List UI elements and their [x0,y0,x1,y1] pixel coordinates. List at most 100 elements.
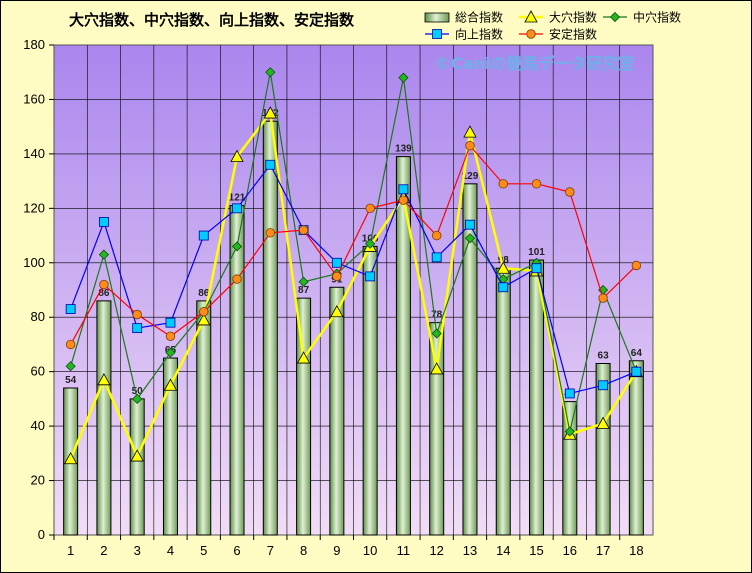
bar [362,245,378,536]
circle-marker [65,339,76,350]
triangle-marker [296,351,311,364]
square-marker [65,304,76,314]
x-tick-label: 16 [563,543,577,558]
bar-data-label: 86 [198,288,210,299]
bar [429,322,445,536]
bar-data-label: 54 [65,375,77,386]
diamond-marker [65,361,76,372]
diamond-marker [431,328,442,339]
bar-data-label: 121 [229,193,246,204]
square-marker [631,366,642,377]
circle-marker [465,141,475,151]
square-marker [365,271,376,282]
triangle-marker [430,362,444,375]
diamond-marker [365,238,376,249]
circle-marker [631,260,642,271]
bar [628,360,644,536]
legend-label: 向上指数 [455,27,503,42]
bar-data-label: 86 [98,288,110,299]
legend-item: 安定指数 [519,27,597,42]
square-marker [331,257,342,268]
triangle-marker [197,313,211,326]
x-tick-label: 11 [397,543,411,558]
square-marker [165,317,176,328]
square-marker [598,380,608,391]
bar [329,286,345,536]
x-tick-label: 12 [429,543,443,558]
bar-data-label: 129 [462,171,479,182]
y-tick-label: 160 [23,91,45,106]
bar-data-label: 87 [298,285,310,296]
bar [495,267,511,536]
circle-marker [298,225,309,235]
triangle-marker [230,149,244,163]
bar-data-label: 78 [431,310,443,321]
square-marker [431,252,442,263]
x-tick-label: 3 [134,543,141,558]
triangle-marker [163,378,178,391]
circle-marker [132,309,142,320]
bar [595,363,611,536]
legend-item: 中穴指数 [603,10,681,25]
square-marker [465,219,475,230]
y-tick-label: 80 [31,309,45,324]
square-marker [432,29,442,39]
square-marker [498,282,509,293]
bar [196,300,212,536]
circle-marker [431,230,442,241]
x-tick-label: 10 [363,543,377,558]
diamond-marker [98,249,109,260]
bar-data-label: 64 [631,348,643,359]
circle-marker [398,195,409,205]
x-tick-label: 4 [167,543,174,558]
x-axis: 1 2 3 4 5 6 7 8 9 10 11 12 13 14 15 16 17 18 [53,535,644,558]
legend-label: 中穴指数 [633,10,681,25]
triangle-marker [463,125,477,138]
triangle-marker [596,416,610,429]
bar [462,183,478,536]
y-tick-label: 120 [23,200,45,215]
diamond-marker [398,72,409,83]
diamond-marker [231,241,243,252]
circle-marker [498,179,508,189]
circle-marker [332,271,342,282]
watermark: ©Caniの競馬データ研究室 [435,54,634,73]
series-line [70,144,637,345]
x-tick-label: 6 [233,543,240,558]
square-marker [265,159,276,170]
square-marker [132,323,143,334]
y-axis: 0 20 40 60 80 100 120 140 160 180 [23,37,54,542]
gridlines [54,45,653,535]
bar [162,357,178,536]
diamond-marker [564,426,575,437]
y-tick-label: 20 [31,473,45,488]
bar [129,398,145,536]
square-marker [398,184,409,195]
series-line [69,109,638,460]
x-tick-label: 1 [67,543,74,558]
square-marker [531,263,542,274]
circle-marker [598,293,608,303]
x-tick-label: 9 [333,543,340,558]
circle-marker [531,179,542,189]
diamond-marker [165,347,176,358]
triangle-marker [63,451,78,465]
x-tick-label: 7 [267,543,274,558]
y-tick-label: 0 [38,527,45,542]
square-marker [564,388,575,399]
bar-data-label: 98 [498,255,510,266]
bar [562,401,578,536]
legend-label: 大穴指数 [549,10,597,25]
x-tick-label: 5 [200,543,207,558]
series-lines [63,67,644,465]
legend-label: 安定指数 [549,27,597,42]
bar [296,297,312,536]
legend-item: 大穴指数 [519,10,597,25]
triangle-marker [496,261,510,274]
bar-data-label: 50 [132,386,144,397]
triangle-marker [263,106,277,119]
bar [96,300,112,536]
